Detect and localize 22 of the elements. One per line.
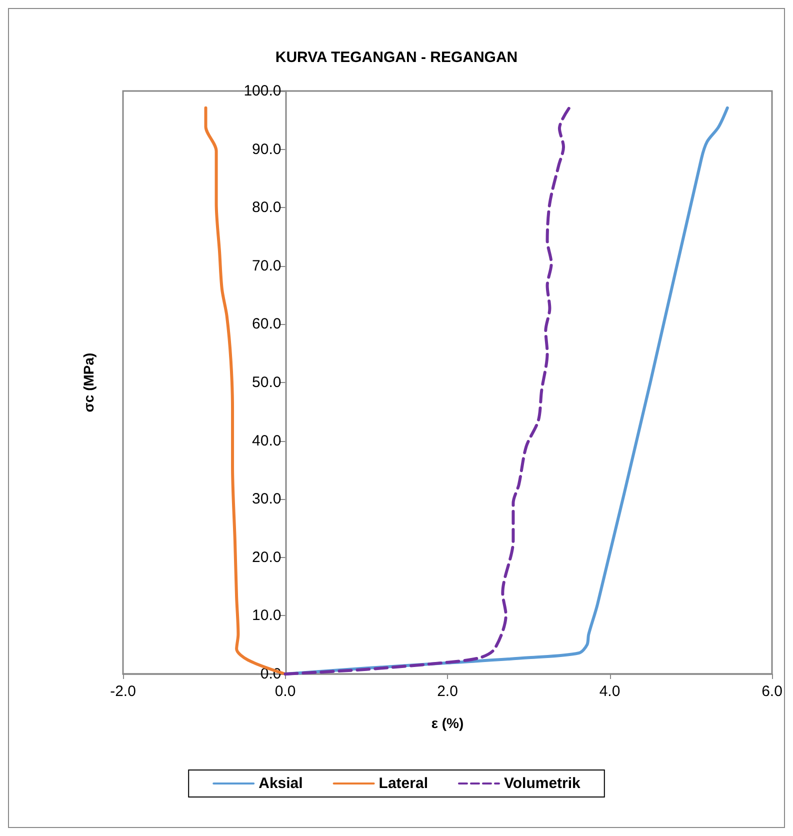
line-series (284, 106, 571, 676)
legend-label: Aksial (258, 775, 303, 792)
y-tick-label: 70.0 (252, 257, 282, 274)
x-tick-label: -2.0 (110, 683, 136, 700)
y-axis-title: σc (MPa) (80, 352, 96, 412)
x-tick-label: 4.0 (599, 683, 620, 700)
y-tick-label: 30.0 (252, 490, 282, 508)
x-axis-title: ε (%) (431, 715, 464, 731)
y-tick-label: 60.0 (252, 316, 282, 333)
x-tick-label: 2.0 (437, 683, 458, 700)
y-tick-label: 90.0 (252, 140, 282, 158)
y-tick-label: 80.0 (252, 199, 282, 216)
x-tick-label: 6.0 (762, 683, 782, 700)
y-tick-label: 40.0 (252, 432, 282, 450)
y-tick-label: 100.0 (244, 82, 282, 100)
y-tick-label: 10.0 (252, 607, 282, 624)
legend-label: Lateral (378, 775, 428, 792)
y-tick-label: 50.0 (252, 374, 282, 391)
x-tick-label: 0.0 (274, 683, 296, 700)
y-tick-label: 20.0 (252, 548, 282, 566)
legend-label: Volumetrik (504, 775, 582, 792)
chart-title: KURVA TEGANGAN - REGANGAN (275, 49, 518, 66)
